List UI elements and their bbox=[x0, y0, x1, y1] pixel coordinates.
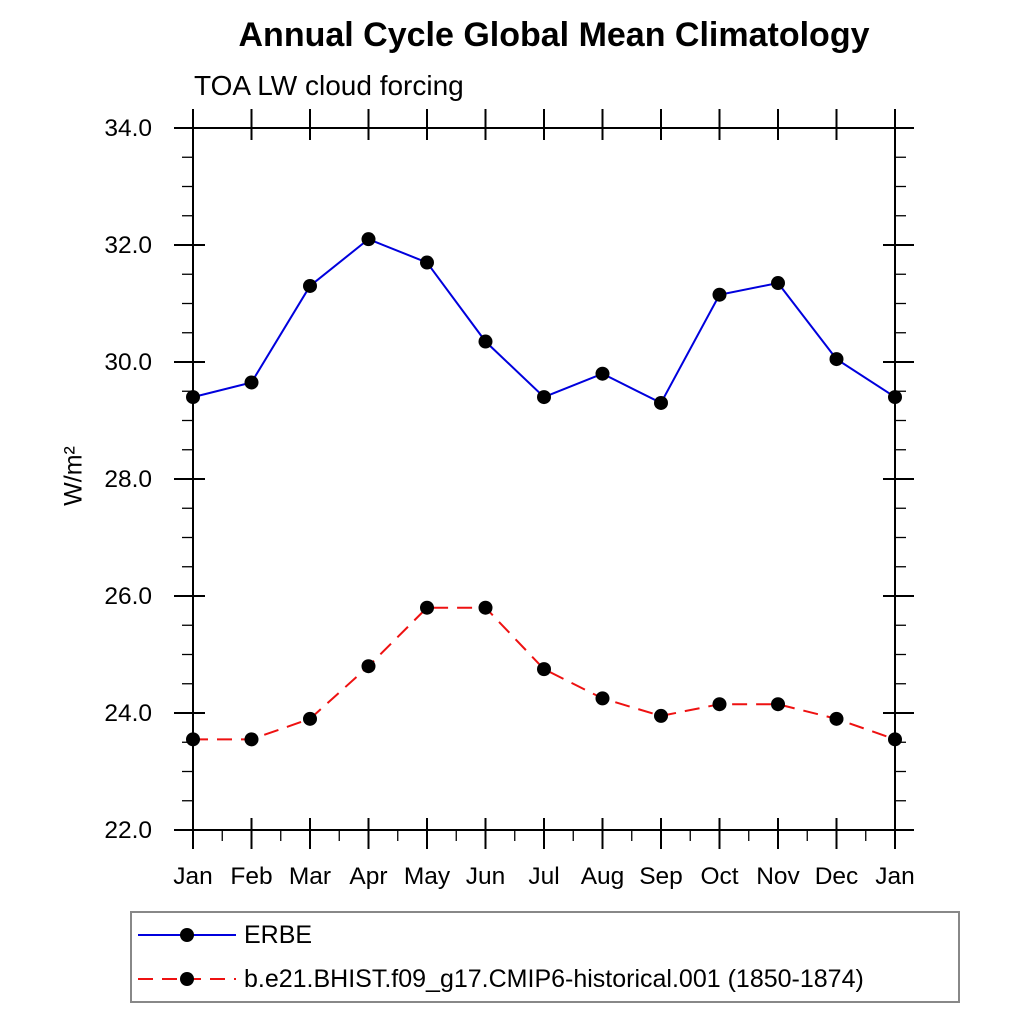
data-point-marker bbox=[186, 390, 200, 405]
x-tick-label: Jun bbox=[466, 863, 506, 890]
legend-box: ERBE b.e21.BHIST.f09_g17.CMIP6-historica… bbox=[130, 911, 960, 1003]
x-tick-label: May bbox=[404, 863, 451, 890]
legend-label-model: b.e21.BHIST.f09_g17.CMIP6-historical.001… bbox=[244, 964, 864, 993]
y-tick-label: 34.0 bbox=[104, 115, 152, 142]
data-point-marker bbox=[244, 732, 259, 747]
data-point-marker bbox=[595, 691, 610, 706]
data-point-marker bbox=[361, 659, 376, 674]
y-tick-label: 22.0 bbox=[104, 817, 152, 844]
data-point-marker bbox=[712, 697, 727, 712]
chart-title: Annual Cycle Global Mean Climatology bbox=[238, 16, 870, 54]
data-point-marker bbox=[303, 278, 317, 293]
x-tick-label: Oct bbox=[700, 863, 738, 890]
axes bbox=[174, 109, 914, 849]
data-point-marker bbox=[244, 375, 259, 390]
legend-marker-icon bbox=[180, 928, 194, 942]
data-point-marker bbox=[654, 708, 668, 723]
legend-item-model: b.e21.BHIST.f09_g17.CMIP6-historical.001… bbox=[132, 957, 958, 1001]
x-tick-labels: Jan Feb Mar Apr May Jun Jul Aug Sep Oct Nov Dec Jan bbox=[173, 863, 915, 890]
data-point-marker bbox=[186, 732, 200, 747]
x-tick-label: Aug bbox=[581, 863, 625, 890]
plot-border bbox=[192, 127, 896, 831]
legend-line-sample-dashed bbox=[138, 972, 236, 986]
legend-item-erbe: ERBE bbox=[132, 913, 958, 957]
legend-label-erbe: ERBE bbox=[244, 920, 313, 949]
x-tick-label: Jul bbox=[528, 863, 559, 890]
legend-marker-icon bbox=[180, 972, 194, 986]
data-point-marker bbox=[478, 600, 493, 615]
data-point-marker bbox=[595, 366, 610, 381]
data-point-marker bbox=[478, 334, 493, 349]
series-line-erbe bbox=[192, 238, 896, 405]
data-point-marker bbox=[712, 287, 727, 302]
x-tick-label: Mar bbox=[289, 863, 331, 890]
y-tick-label: 24.0 bbox=[104, 700, 152, 727]
y-tick-label: 32.0 bbox=[104, 232, 152, 259]
data-point-marker bbox=[829, 711, 844, 726]
x-tick-label: Jan bbox=[173, 863, 213, 890]
data-point-marker bbox=[361, 232, 376, 247]
x-tick-label: Feb bbox=[230, 863, 272, 890]
data-point-marker bbox=[654, 395, 668, 410]
y-tick-label: 30.0 bbox=[104, 349, 152, 376]
data-point-marker bbox=[771, 697, 785, 712]
data-point-marker bbox=[537, 662, 551, 677]
data-point-marker bbox=[537, 390, 551, 405]
x-tick-label: Sep bbox=[639, 863, 683, 890]
x-tick-label: Dec bbox=[815, 863, 859, 890]
y-tick-label: 28.0 bbox=[104, 466, 152, 493]
x-tick-label: Nov bbox=[756, 863, 800, 890]
legend-line-sample-solid bbox=[138, 928, 236, 942]
x-tick-label: Jan bbox=[875, 863, 915, 890]
data-point-marker bbox=[420, 255, 434, 270]
chart-subtitle: TOA LW cloud forcing bbox=[194, 70, 464, 101]
y-tick-label: 26.0 bbox=[104, 583, 152, 610]
data-point-marker bbox=[829, 352, 844, 367]
data-point-marker bbox=[420, 600, 434, 615]
data-point-marker bbox=[888, 732, 902, 747]
data-point-marker bbox=[888, 390, 902, 405]
y-tick-labels: 22.0 24.0 26.0 28.0 30.0 32.0 34.0 bbox=[104, 115, 152, 844]
x-tick-label: Apr bbox=[349, 863, 387, 890]
data-point-marker bbox=[771, 276, 785, 291]
data-point-marker bbox=[303, 711, 317, 726]
